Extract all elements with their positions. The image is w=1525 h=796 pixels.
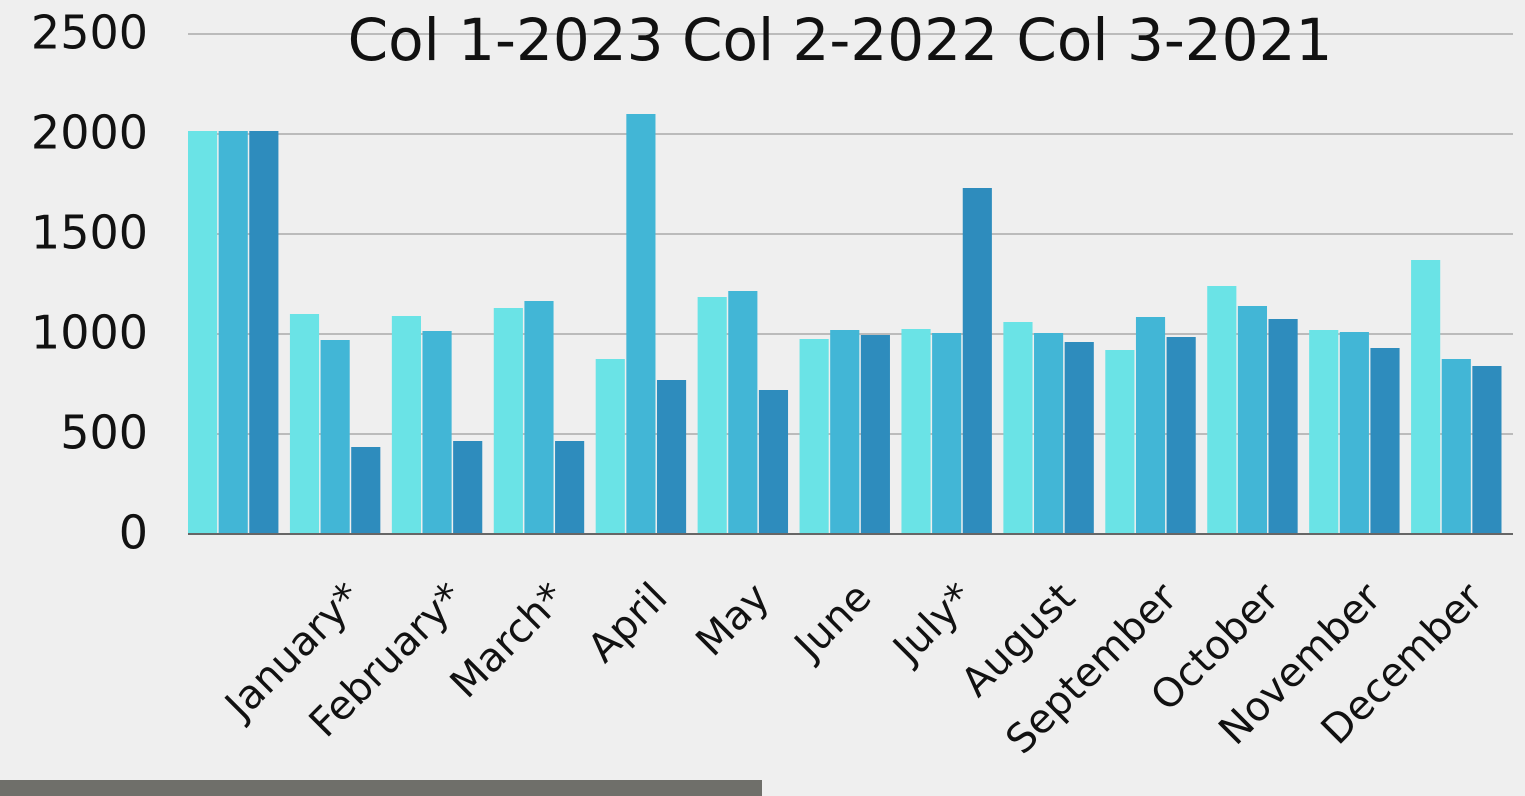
bar [1136, 317, 1165, 534]
bar [932, 333, 961, 534]
bar [800, 339, 829, 534]
bar [657, 380, 686, 534]
bar [1411, 260, 1440, 534]
bar [728, 291, 757, 534]
bar [351, 447, 380, 534]
bar [759, 390, 788, 534]
bar [1065, 342, 1094, 534]
bar [494, 308, 523, 534]
bar [901, 329, 930, 534]
bar [422, 331, 451, 534]
bar [219, 131, 248, 534]
bar [321, 340, 350, 534]
bar [453, 441, 482, 534]
y-tick-label: 1000 [31, 306, 148, 360]
bar [290, 314, 319, 534]
y-tick-label: 500 [60, 406, 148, 460]
bar [596, 359, 625, 534]
bar [249, 131, 278, 534]
chart-title: Col 1-2023 Col 2-2022 Col 3-2021 [348, 6, 1333, 74]
y-tick-label: 2000 [31, 106, 148, 160]
bar [1269, 319, 1298, 534]
bar [1340, 332, 1369, 534]
bar [1370, 348, 1399, 534]
y-tick-label: 1500 [31, 206, 148, 260]
bar [1105, 350, 1134, 534]
bar [698, 297, 727, 534]
bar [1238, 306, 1267, 534]
bar [188, 131, 217, 534]
bar [963, 188, 992, 534]
bar [524, 301, 553, 534]
bar [1309, 330, 1338, 534]
bar [1034, 333, 1063, 534]
bar [1472, 366, 1501, 534]
bar [1207, 286, 1236, 534]
bar [626, 114, 655, 534]
chart: Col 1-2023 Col 2-2022 Col 3-2021 0 500 100… [0, 0, 1525, 796]
bar [1003, 322, 1032, 534]
bar [861, 335, 890, 534]
bar [830, 330, 859, 534]
bar [1167, 337, 1196, 534]
y-tick-label: 2500 [31, 6, 148, 60]
bar [555, 441, 584, 534]
photo-strip [0, 780, 762, 796]
y-tick-label: 0 [119, 506, 148, 560]
bar [1442, 359, 1471, 534]
bar [392, 316, 421, 534]
